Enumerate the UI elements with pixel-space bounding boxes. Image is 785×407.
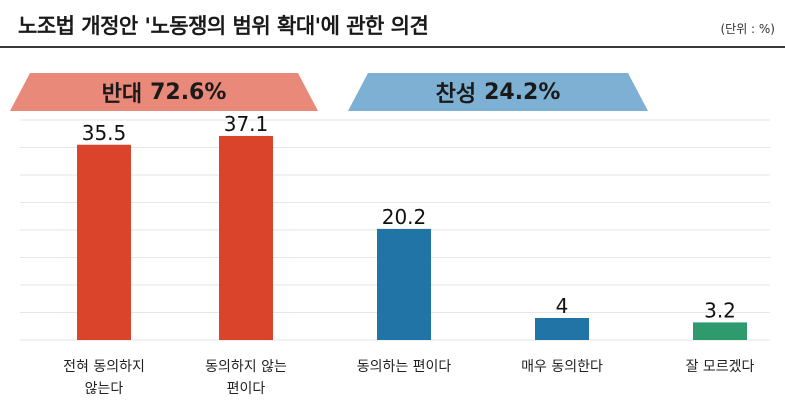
oppose-value: 72.6% xyxy=(150,79,227,105)
data-label: 35.5 xyxy=(82,121,127,145)
support-banner: 찬성 24.2% xyxy=(348,73,648,111)
bars xyxy=(77,135,747,340)
data-label: 37.1 xyxy=(224,112,269,136)
bar xyxy=(77,144,131,340)
support-label: 찬성 xyxy=(435,82,477,107)
chart-title: 노조법 개정안 '노동쟁의 범위 확대'에 관한 의견 xyxy=(18,14,429,38)
data-label: 20.2 xyxy=(382,205,427,229)
data-label: 4 xyxy=(556,294,569,318)
bar xyxy=(535,318,589,340)
category-label-line: 잘 모르겠다 xyxy=(685,359,755,375)
category-label-line: 전혀 동의하지 xyxy=(63,359,145,375)
oppose-label: 반대 xyxy=(101,82,143,107)
category-label: 동의하는 편이다 xyxy=(324,356,484,378)
bar xyxy=(377,228,431,340)
title-divider xyxy=(0,46,785,48)
category-label-line: 동의하지 않는 xyxy=(205,359,287,375)
unit-label: (단위 : %) xyxy=(720,22,775,36)
bar xyxy=(219,135,273,340)
value-labels: 35.5 37.1 20.2 4 3.2 xyxy=(82,112,736,322)
data-label: 3.2 xyxy=(704,298,736,322)
category-label: 잘 모르겠다 xyxy=(640,356,785,378)
category-label-line: 동의하는 편이다 xyxy=(356,359,452,375)
category-label-line: 않는다 xyxy=(84,381,124,397)
category-label-line: 편이다 xyxy=(226,381,266,397)
category-label-line: 매우 동의한다 xyxy=(521,359,603,375)
oppose-banner: 반대 72.6% xyxy=(10,73,318,111)
bar xyxy=(693,322,747,340)
support-value: 24.2% xyxy=(484,79,561,105)
category-label: 매우 동의한다 xyxy=(482,356,642,378)
